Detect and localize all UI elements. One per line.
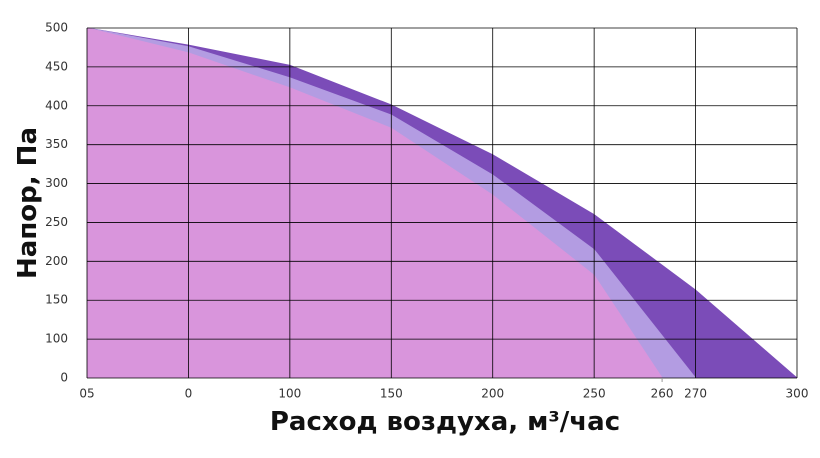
area-line	[86, 27, 798, 379]
x-tick-label: 100	[278, 387, 301, 401]
x-tick-label: 270	[684, 387, 707, 401]
y-tick-label: 450	[45, 59, 68, 73]
y-tick-label: 400	[45, 98, 68, 112]
y-tick-label: 250	[45, 215, 68, 229]
x-tick-label: 05	[79, 387, 94, 401]
x-tick-label: 0	[185, 387, 193, 401]
y-axis-title: Напор, Па	[13, 127, 43, 279]
x-axis-title: Расход воздуха, м³/час	[270, 407, 620, 437]
y-tick-label: 200	[45, 254, 68, 268]
x-tick-label: 200	[481, 387, 504, 401]
x-tick-label: 150	[380, 387, 403, 401]
y-tick-label: 150	[45, 293, 68, 307]
y-tick-label: 300	[45, 176, 68, 190]
x-tick-label: 260	[651, 387, 674, 401]
y-tick-label: 0	[60, 371, 68, 385]
x-tick-label: 250	[583, 387, 606, 401]
area-fill	[87, 28, 663, 378]
y-tick-label: 500	[45, 21, 68, 35]
y-tick-label: 100	[45, 332, 68, 346]
y-tick-label: 350	[45, 137, 68, 151]
x-tick-label: 300	[786, 387, 809, 401]
